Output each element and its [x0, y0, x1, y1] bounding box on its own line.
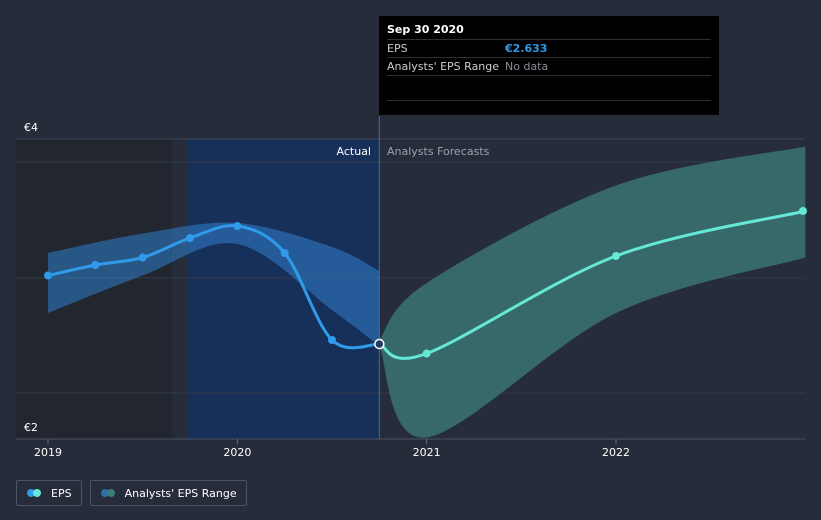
- actual-label: Actual: [337, 145, 371, 158]
- range-legend-icon: [100, 489, 117, 497]
- y-tick-label: €2: [24, 421, 38, 434]
- eps-actual-point: [44, 271, 52, 280]
- legend-eps-label: EPS: [51, 486, 72, 500]
- forecast-range-band: [379, 146, 806, 438]
- tooltip-range-key: Analysts' EPS Range: [387, 60, 500, 73]
- eps-forecast-point: [612, 252, 620, 260]
- eps-actual-point: [186, 234, 194, 242]
- eps-actual-point: [233, 222, 242, 230]
- x-tick-label: 2022: [602, 446, 630, 459]
- tooltip-eps-value: €2.633: [505, 42, 548, 55]
- y-tick-label: €4: [24, 121, 38, 134]
- tooltip-row-empty: [387, 75, 711, 101]
- eps-forecast-line: [378, 209, 806, 360]
- eps-forecast-point: [799, 207, 807, 215]
- tooltip: Sep 30 2020 EPS €2.633 Analysts' EPS Ran…: [379, 16, 719, 115]
- label-layer: Actual Analysts Forecasts €4 €2 2019 2020 20…: [24, 121, 630, 459]
- eps-actual-line: [47, 224, 380, 350]
- actual-range-band: [48, 222, 380, 346]
- x-tick-label: 2021: [413, 446, 441, 459]
- range-band-layer: [48, 146, 806, 438]
- point-layer: [44, 207, 807, 358]
- tooltip-row-eps: EPS €2.633: [387, 39, 711, 57]
- eps-forecast-point: [422, 349, 431, 358]
- eps-actual-point: [280, 249, 289, 257]
- legend-range-button[interactable]: Analysts' EPS Range: [89, 480, 247, 506]
- tooltip-range-value: No data: [505, 60, 549, 73]
- legend-eps-button[interactable]: EPS: [16, 480, 82, 506]
- tooltip-row-range: Analysts' EPS Range No data: [387, 57, 711, 75]
- eps-legend-icon: [27, 489, 43, 497]
- x-tick-label: 2019: [34, 446, 62, 459]
- eps-actual-point: [374, 338, 385, 350]
- legend: EPS Analysts' EPS Range: [16, 480, 247, 506]
- line-layer: [47, 209, 806, 360]
- x-tick-label: 2020: [223, 446, 251, 459]
- eps-actual-point: [328, 336, 336, 344]
- tooltip-date: Sep 30 2020: [387, 23, 464, 36]
- forecast-label: Analysts Forecasts: [387, 145, 490, 158]
- eps-actual-point: [138, 253, 147, 262]
- tooltip-eps-key: EPS: [387, 42, 408, 55]
- eps-actual-point: [91, 261, 100, 269]
- legend-range-label: Analysts' EPS Range: [124, 486, 237, 500]
